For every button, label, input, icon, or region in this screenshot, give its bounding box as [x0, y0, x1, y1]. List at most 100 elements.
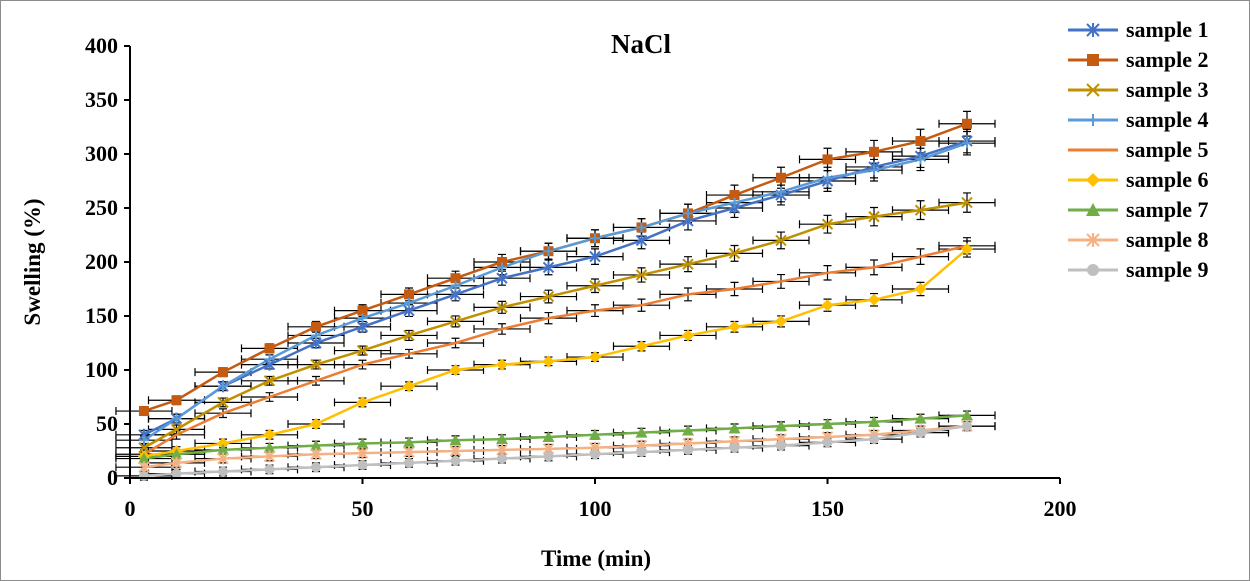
data-point: [635, 340, 648, 353]
legend-marker: [1087, 114, 1099, 126]
sample-9-points: [138, 421, 972, 481]
data-point: [590, 233, 600, 244]
data-point: [450, 280, 461, 291]
data-point: [497, 262, 507, 273]
data-point: [218, 381, 228, 392]
data-point: [542, 430, 555, 442]
data-point: [589, 280, 601, 292]
data-point: [310, 448, 322, 461]
data-point: [961, 243, 973, 256]
data-point: [449, 434, 462, 446]
data-point: [403, 380, 415, 393]
data-point: [403, 436, 415, 448]
data-point: [218, 466, 228, 477]
data-point: [217, 437, 229, 450]
data-point: [170, 423, 183, 436]
y-tick-label: 350: [85, 87, 118, 112]
data-point: [138, 470, 149, 481]
legend-label: sample 3: [1126, 77, 1209, 102]
data-point: [542, 355, 555, 368]
data-point: [775, 315, 787, 328]
data-point: [357, 313, 368, 324]
sample-8-error-bars: [115, 421, 996, 473]
legend-item-sample-4: sample 4: [1068, 107, 1209, 132]
data-point: [310, 439, 322, 451]
data-point: [868, 415, 880, 427]
data-point: [137, 452, 150, 464]
data-point: [171, 395, 182, 406]
data-point: [542, 261, 555, 274]
data-point: [310, 418, 322, 430]
data-point: [542, 290, 555, 303]
data-point: [636, 222, 647, 233]
data-point: [776, 172, 786, 183]
data-point: [138, 406, 149, 417]
data-point: [450, 273, 461, 284]
data-point: [218, 367, 228, 378]
legend-item-sample-6: sample 6: [1068, 167, 1209, 192]
data-point: [821, 299, 834, 312]
sample-2-error-bars: [115, 110, 996, 416]
x-tick-label: 100: [579, 496, 612, 521]
data-point: [217, 396, 229, 409]
data-point: [682, 258, 694, 270]
data-point: [961, 196, 973, 209]
data-point: [357, 305, 368, 316]
data-point: [403, 329, 415, 342]
data-point: [171, 413, 182, 424]
data-point: [264, 354, 275, 365]
sample-5-line: [143, 244, 968, 456]
data-point: [404, 289, 414, 300]
y-tick-label: 200: [85, 249, 118, 274]
data-point: [403, 446, 415, 459]
legend-item-sample-9: sample 9: [1068, 257, 1209, 282]
data-point: [822, 172, 833, 183]
data-point: [776, 186, 786, 197]
legend-marker: [1086, 203, 1100, 216]
data-point: [914, 204, 927, 216]
data-point: [449, 315, 462, 328]
data-point: [497, 453, 507, 464]
legend-label: sample 1: [1126, 17, 1209, 42]
data-point: [310, 358, 322, 371]
data-point: [496, 433, 508, 445]
data-point: [962, 138, 972, 149]
data-point: [821, 218, 834, 230]
legend-marker: [1086, 83, 1100, 97]
data-point: [404, 298, 414, 309]
data-point: [682, 424, 694, 436]
data-point: [682, 329, 694, 342]
x-tick-label: 0: [125, 496, 136, 521]
legend-item-sample-2: sample 2: [1068, 47, 1209, 72]
x-tick-label: 150: [811, 496, 844, 521]
data-point: [822, 154, 833, 165]
data-point: [635, 234, 648, 247]
legend-label: sample 4: [1126, 107, 1209, 132]
sample-6-error-bars: [115, 240, 996, 462]
legend-marker: [1087, 264, 1099, 276]
data-point: [496, 272, 508, 285]
data-point: [311, 330, 321, 341]
data-point: [915, 154, 926, 165]
data-point: [915, 136, 926, 147]
series-lines: [143, 122, 968, 478]
sample-1-line: [143, 139, 968, 436]
data-point: [356, 437, 369, 449]
data-point: [869, 165, 879, 176]
data-point: [263, 450, 276, 463]
legend-item-sample-5: sample 5: [1068, 137, 1209, 162]
data-point: [217, 452, 229, 465]
data-point: [914, 412, 927, 424]
data-point: [543, 246, 554, 257]
data-point: [683, 444, 693, 455]
data-point: [775, 234, 787, 247]
x-tick-label: 200: [1044, 496, 1077, 521]
y-tick-label: 400: [85, 33, 118, 58]
sample-4-line: [143, 142, 968, 442]
data-point: [404, 457, 414, 468]
data-point: [915, 427, 926, 438]
data-point: [869, 434, 879, 445]
data-point: [450, 455, 461, 466]
data-point: [868, 210, 880, 223]
data-point: [449, 445, 462, 457]
